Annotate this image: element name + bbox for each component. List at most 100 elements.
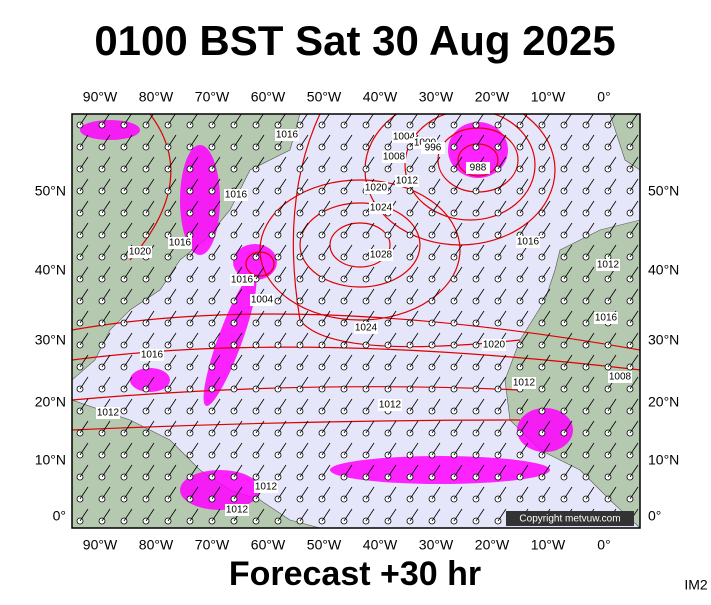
barb-staff <box>475 310 485 324</box>
isobar-label: 1012 <box>597 260 620 271</box>
lon-label-top: 70°W <box>195 89 230 105</box>
barb-staff <box>101 442 111 456</box>
isobar-label: 1004 <box>251 295 274 306</box>
barb-staff <box>321 178 331 192</box>
barb-staff <box>79 398 89 412</box>
barb-staff <box>519 114 528 126</box>
isobar-label-bg <box>369 202 393 214</box>
barb-staff <box>79 134 89 148</box>
isobar-label-bg <box>168 237 192 249</box>
barb-staff <box>431 486 441 500</box>
barb-staff <box>563 114 572 126</box>
barb-staff <box>431 310 441 324</box>
barb-staff <box>475 332 485 346</box>
barb-staff <box>79 178 89 192</box>
barb-staff <box>519 178 529 192</box>
barb-staff <box>233 486 243 500</box>
barb-staff <box>475 442 485 456</box>
barb-staff <box>387 114 396 126</box>
barb-staff <box>585 156 595 170</box>
barb-staff <box>145 288 155 302</box>
barb-staff <box>189 178 199 192</box>
barb-staff <box>299 398 309 412</box>
barb-staff <box>79 156 89 170</box>
barb-staff <box>475 266 485 280</box>
isobar-label-bg <box>482 339 506 351</box>
barb-staff <box>277 178 287 192</box>
barb-staff <box>563 266 573 280</box>
barb-staff <box>343 222 353 236</box>
barb-staff <box>497 310 507 324</box>
lon-label-top: 10°W <box>531 89 566 105</box>
barb-staff <box>497 508 507 522</box>
barb-staff <box>145 178 155 192</box>
isobar-label-bg <box>96 407 120 419</box>
barb-staff <box>475 464 485 478</box>
barb-staff <box>585 486 595 500</box>
barb-staff <box>629 200 639 214</box>
barb-staff <box>607 134 617 148</box>
barb-staff <box>233 288 243 302</box>
barb-staff <box>343 288 353 302</box>
map-frame <box>71 113 641 529</box>
barb-staff <box>541 376 551 390</box>
barb-staff <box>431 420 441 434</box>
barb-staff <box>145 266 155 280</box>
barb-staff <box>629 464 639 478</box>
barb-staff <box>299 134 309 148</box>
lon-label-top: 80°W <box>139 89 174 105</box>
barb-staff <box>453 222 463 236</box>
barb-staff <box>277 288 287 302</box>
barb-staff <box>167 156 177 170</box>
barb-staff <box>607 244 617 258</box>
isobar-label-bg <box>230 274 254 286</box>
barb-staff <box>629 178 639 192</box>
barb-staff <box>453 442 463 456</box>
barb-staff <box>211 354 221 368</box>
barb-staff <box>101 310 111 324</box>
barb-staff <box>167 354 177 368</box>
barb-staff <box>211 376 221 390</box>
barb-staff <box>299 442 309 456</box>
barb-staff <box>541 486 551 500</box>
barb-staff <box>343 134 353 148</box>
barb-staff <box>299 178 309 192</box>
barb-staff <box>255 310 265 324</box>
isobar-label: 1016 <box>231 275 254 286</box>
barb-staff <box>497 114 506 126</box>
barb-staff <box>585 114 594 126</box>
barb-staff <box>409 156 419 170</box>
isobar-label-bg <box>254 481 278 493</box>
isobar-label-bg <box>364 182 388 194</box>
barb-staff <box>101 266 111 280</box>
barb-staff <box>629 332 639 346</box>
barb-staff <box>497 200 507 214</box>
barb-staff <box>211 266 221 280</box>
barb-staff <box>211 398 221 412</box>
barb-staff <box>365 114 374 126</box>
barb-staff <box>607 178 617 192</box>
barb-staff <box>585 310 595 324</box>
isobar-label-bg <box>392 131 416 143</box>
barb-staff <box>321 244 331 258</box>
barb-staff <box>101 134 111 148</box>
barb-staff <box>387 178 397 192</box>
barb-staff <box>475 376 485 390</box>
barb-staff <box>365 310 375 324</box>
barb-staff <box>607 354 617 368</box>
barb-staff <box>519 134 529 148</box>
barb-staff <box>629 156 639 170</box>
barb-staff <box>79 442 89 456</box>
isobar-label-bg <box>512 377 536 389</box>
barb-staff <box>123 508 133 522</box>
barb-staff <box>145 442 155 456</box>
barb-staff <box>475 420 485 434</box>
lon-label-bottom: 90°W <box>83 537 118 553</box>
barb-staff <box>189 266 199 280</box>
barb-staff <box>79 288 89 302</box>
barb-staff <box>321 398 331 412</box>
barb-staff <box>365 156 375 170</box>
barb-staff <box>145 464 155 478</box>
barb-staff <box>79 508 89 522</box>
barb-staff <box>321 486 331 500</box>
